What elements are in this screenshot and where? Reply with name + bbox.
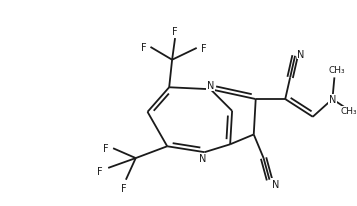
Text: F: F: [201, 44, 206, 54]
Text: F: F: [141, 43, 146, 53]
Text: F: F: [104, 144, 109, 153]
Text: N: N: [207, 81, 214, 91]
Text: CH₃: CH₃: [328, 66, 345, 75]
Text: N: N: [297, 50, 305, 60]
Text: CH₃: CH₃: [341, 107, 357, 116]
Text: N: N: [272, 179, 279, 189]
Text: N: N: [199, 153, 206, 163]
Text: N: N: [329, 95, 336, 105]
Text: F: F: [96, 166, 102, 176]
Text: F: F: [172, 27, 178, 37]
Text: F: F: [121, 183, 127, 193]
